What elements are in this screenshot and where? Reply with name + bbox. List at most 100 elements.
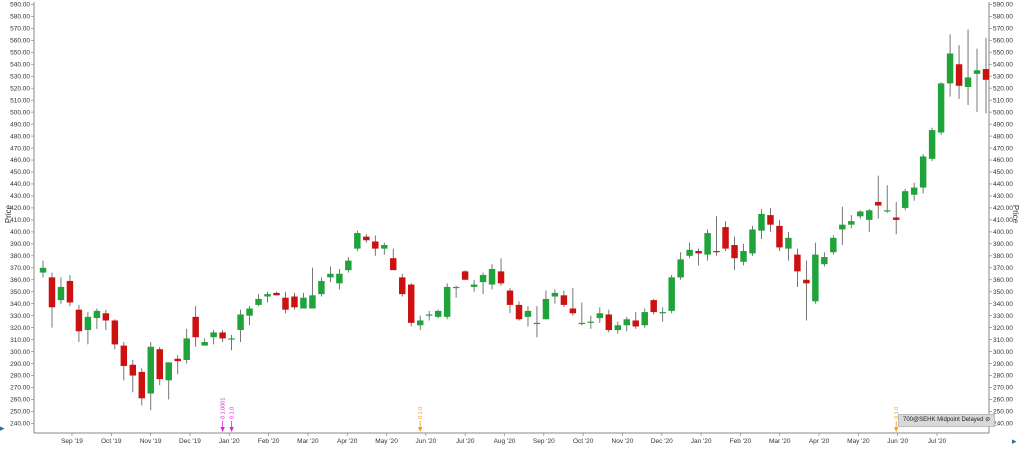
y-tick-label-left: 560.00	[10, 38, 30, 45]
candle-body-up	[686, 249, 693, 256]
candle-body-up	[659, 312, 666, 314]
y-tick-label-right: 350.00	[993, 289, 1013, 296]
y-tick-label-left: 590.00	[10, 2, 30, 9]
scroll-right-icon[interactable]: ▸	[1012, 437, 1017, 447]
axes	[33, 2, 990, 434]
y-tick-label-right: 550.00	[993, 49, 1013, 56]
candle-body-up	[309, 295, 316, 309]
y-tick-label-right: 280.00	[993, 373, 1013, 380]
candle-body-up	[614, 325, 622, 331]
x-tick-label: Feb '20	[258, 438, 280, 445]
candle-body-up	[84, 316, 92, 331]
candle-body-up	[928, 130, 936, 159]
candle-body-down	[372, 241, 379, 249]
candle-body-down	[48, 277, 56, 308]
candle-body-up	[488, 268, 496, 285]
y-tick-label-left: 370.00	[10, 265, 30, 272]
y-tick-label-right: 420.00	[993, 205, 1013, 212]
candle-body-up	[857, 211, 864, 217]
y-tick-label-right: 590.00	[993, 2, 1013, 9]
candle-body-down	[776, 225, 783, 248]
y-tick-label-right: 560.00	[993, 38, 1013, 45]
candle-body-down	[892, 217, 900, 220]
right-price-axis: 240.00 250.00 260.00 270.00 280.00 290.00 300.…	[989, 2, 1013, 428]
y-tick-label-right: 530.00	[993, 73, 1013, 80]
candle-body-up	[300, 297, 307, 309]
scroll-left-icon[interactable]: ▸	[0, 424, 5, 434]
candle-body-down	[129, 364, 137, 376]
candle-body-down	[695, 251, 702, 254]
y-tick-label-right: 320.00	[993, 325, 1013, 332]
candle-body-up	[578, 322, 586, 325]
candle-body-up	[147, 346, 155, 394]
candle-body-down	[174, 358, 181, 362]
candle-body-up	[839, 224, 846, 230]
event-marker-arrow	[220, 427, 225, 432]
candle-body-up	[812, 254, 819, 302]
candle-body-up	[740, 251, 747, 262]
y-tick-label-left: 480.00	[10, 133, 30, 140]
y-tick-label-right: 450.00	[993, 169, 1013, 176]
y-tick-label-right: 300.00	[993, 349, 1013, 356]
y-tick-label-right: 360.00	[993, 277, 1013, 284]
candle-body-down	[120, 345, 128, 366]
y-tick-label-right: 570.00	[993, 26, 1013, 33]
candle-body-down	[138, 371, 146, 399]
event-marker-label: 0 1.0	[894, 407, 900, 419]
x-tick-label: Aug '20	[494, 438, 516, 445]
y-tick-label-right: 540.00	[993, 61, 1013, 68]
candle-body-up	[381, 245, 388, 249]
candle-body-down	[767, 215, 774, 225]
y-tick-label-left: 400.00	[10, 229, 30, 236]
y-tick-label-left: 350.00	[10, 289, 30, 296]
candle-body-up	[255, 298, 262, 305]
candle-body-up	[318, 280, 325, 295]
y-tick-label-left: 520.00	[10, 85, 30, 92]
y-tick-label-left: 290.00	[10, 361, 30, 368]
y-tick-label-right: 270.00	[993, 385, 1013, 392]
candle-body-up	[848, 221, 855, 225]
annotations: 0 1.0001 0 1.0 0 1.0 0 1.0	[220, 398, 900, 432]
y-tick-label-right: 460.00	[993, 157, 1013, 164]
candle-body-up	[677, 259, 684, 278]
candle-body-up	[327, 273, 334, 278]
y-tick-label-right: 440.00	[993, 181, 1013, 188]
y-tick-label-left: 390.00	[10, 241, 30, 248]
event-marker-arrow	[229, 427, 234, 432]
y-tick-label-left: 440.00	[10, 181, 30, 188]
candle-body-down	[156, 349, 163, 380]
candle-body-up	[93, 310, 101, 319]
y-tick-label-right: 430.00	[993, 193, 1013, 200]
x-tick-label: Feb '20	[730, 438, 752, 445]
candle-body-up	[452, 286, 460, 289]
candle-body-up	[641, 312, 648, 326]
y-tick-label-left: 580.00	[10, 14, 30, 21]
candle-body-up	[785, 237, 792, 249]
y-tick-label-right: 370.00	[993, 265, 1013, 272]
candle-body-up	[821, 257, 828, 265]
y-tick-label-right: 410.00	[993, 217, 1013, 224]
y-tick-label-left: 310.00	[10, 337, 30, 344]
y-tick-label-right: 250.00	[993, 409, 1013, 416]
y-tick-label-right: 510.00	[993, 97, 1013, 104]
status-badge: 700@SEHK Midpoint Delayed ⊘	[898, 414, 996, 427]
candle-body-down	[713, 251, 720, 253]
y-tick-label-left: 470.00	[10, 145, 30, 152]
candle-body-up	[39, 267, 47, 273]
candle-body-up	[937, 83, 945, 133]
candle-body-down	[282, 297, 289, 310]
y-tick-label-right: 520.00	[993, 85, 1013, 92]
candle-body-up	[919, 156, 927, 188]
event-marker-arrow	[893, 427, 899, 432]
candle-body-up	[425, 314, 433, 316]
candle-body-up	[542, 298, 550, 320]
y-tick-label-left: 430.00	[10, 193, 30, 200]
x-tick-label: Mar '20	[769, 438, 791, 445]
x-tick-label: Jan '20	[219, 438, 240, 445]
y-tick-label-right: 490.00	[993, 121, 1013, 128]
candle-body-up	[551, 292, 559, 297]
y-tick-label-left: 340.00	[10, 301, 30, 308]
candle-body-up	[434, 310, 442, 317]
y-tick-label-left: 300.00	[10, 349, 30, 356]
y-tick-label-right: 400.00	[993, 229, 1013, 236]
